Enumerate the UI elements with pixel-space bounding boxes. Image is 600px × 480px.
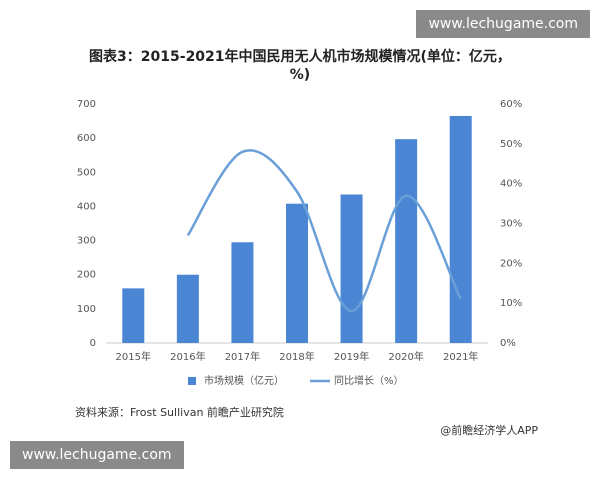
watermark: www.lechugame.com [416, 10, 590, 38]
x-tick-label: 2016年 [170, 350, 205, 363]
y-tick-label: 200 [77, 270, 96, 281]
y-tick-label: 0 [90, 338, 96, 349]
x-tick-label: 2018年 [279, 350, 314, 363]
line [186, 149, 462, 313]
y2-tick-label: 10% [500, 298, 522, 309]
y2-tick-label: 50% [500, 139, 522, 150]
watermark: www.lechugame.com [10, 441, 184, 469]
x-tick-label: 2015年 [116, 350, 151, 363]
y2-tick-label: 60% [500, 99, 522, 110]
bar [286, 203, 308, 343]
credit: @前瞻经济学人APP [440, 424, 538, 437]
bar [231, 242, 254, 343]
x-tick-label: 2020年 [388, 350, 423, 363]
x-tick-label: 2019年 [334, 350, 369, 363]
bar [395, 139, 418, 343]
y-tick-label: 300 [77, 236, 96, 247]
x-tick-label: 2017年 [225, 350, 260, 363]
source: 资料来源：Frost Sullivan 前瞻产业研究院 [75, 406, 284, 419]
bar [449, 115, 472, 343]
y-tick-label: 400 [77, 201, 96, 212]
y2-tick-label: 20% [500, 258, 522, 269]
x-tick-label: 2021年 [443, 350, 478, 363]
legend-label: 市场规模（亿元） [204, 374, 284, 387]
y2-tick-label: 40% [500, 179, 522, 190]
y2-tick-label: 0% [500, 338, 516, 349]
y-tick-label: 700 [77, 99, 96, 110]
y-tick-label: 600 [77, 133, 96, 144]
y-tick-label: 500 [77, 167, 96, 178]
y-tick-label: 100 [77, 304, 96, 315]
y2-tick-label: 30% [500, 219, 522, 230]
chart-title: 图表3：2015-2021年中国民用无人机市场规模情况(单位：亿元，%) [89, 49, 511, 83]
legend-swatch [188, 377, 196, 385]
bar [176, 274, 199, 343]
bar [340, 194, 363, 343]
legend-label: 同比增长（%） [334, 374, 404, 387]
bar [122, 288, 145, 343]
